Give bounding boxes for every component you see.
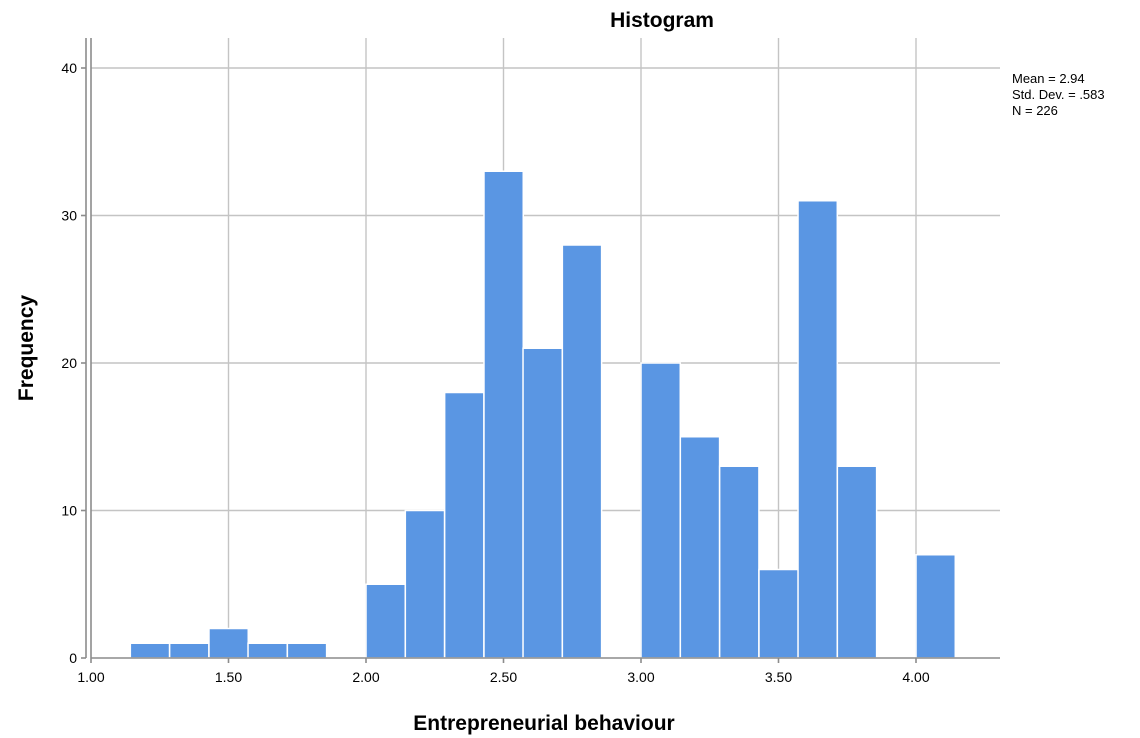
stat-n: N = 226 [1012,103,1058,118]
x-tick-label: 3.00 [627,669,654,685]
histogram-bar [129,642,171,659]
stat-std-dev: Std. Dev. = .583 [1012,87,1105,102]
x-tick-label: 3.50 [765,669,792,685]
histogram-bar [522,347,564,659]
histogram-bar [640,362,682,659]
histogram-bar [561,244,603,659]
y-axis-title: Frequency [15,295,38,402]
histogram-bar [679,436,721,659]
y-tick-label: 30 [61,208,77,224]
histogram-bar [718,465,760,659]
histogram-bars [129,170,957,659]
axes [81,38,1000,663]
y-axis-tick-labels: 0 10 20 30 40 [61,60,77,666]
y-tick-label: 40 [61,60,77,76]
histogram-bar [404,509,446,659]
histogram-bar [758,568,799,659]
histogram-bar [208,627,249,659]
histogram-bar [168,642,210,659]
histogram-bar [365,583,407,659]
summary-statistics: Mean = 2.94 Std. Dev. = .583 N = 226 [1012,71,1105,118]
x-tick-label: 2.00 [352,669,379,685]
x-tick-label: 1.50 [215,669,242,685]
y-tick-label: 10 [61,503,77,519]
y-tick-label: 20 [61,355,77,371]
stat-mean: Mean = 2.94 [1012,71,1085,86]
grid-lines [91,38,1000,658]
histogram-bar [443,391,485,659]
histogram-bar [286,642,328,659]
x-tick-label: 2.50 [490,669,517,685]
histogram-bar [915,554,957,659]
histogram-bar [483,170,524,659]
x-axis-tick-labels: 1.00 1.50 2.00 2.50 3.00 3.50 4.00 [77,669,929,685]
x-tick-label: 4.00 [902,669,929,685]
x-axis-title: Entrepreneurial behaviour [413,712,674,735]
x-tick-label: 1.00 [77,669,104,685]
y-tick-label: 0 [69,650,77,666]
histogram-bar [247,642,289,659]
histogram-bar [797,200,839,659]
chart-title: Histogram [610,9,714,32]
histogram-bar [836,465,878,659]
